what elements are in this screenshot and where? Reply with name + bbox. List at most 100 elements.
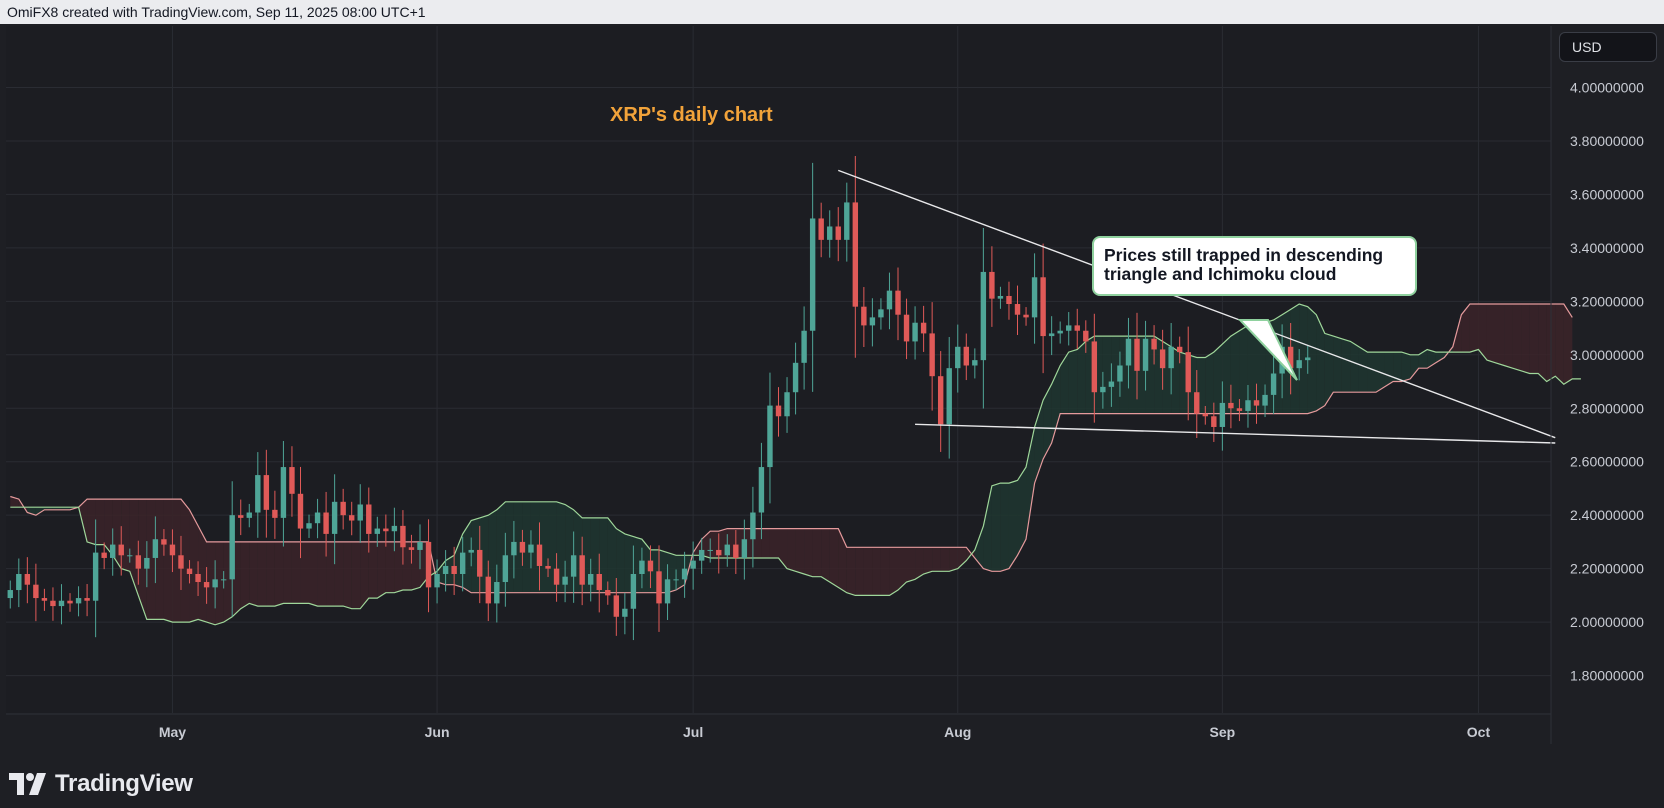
cloud-segment: [155, 499, 164, 620]
candle-body: [878, 309, 884, 318]
annotation-callout: Prices still trapped in descending trian…: [1092, 236, 1417, 296]
candle-body: [767, 405, 773, 468]
candle-body: [690, 560, 696, 569]
candle-body: [1168, 346, 1174, 369]
cloud-segment: [1512, 304, 1522, 371]
cloud-segment: [838, 528, 847, 593]
cloud-segment: [163, 499, 173, 623]
cloud-segment: [991, 483, 1001, 572]
candle-body: [1074, 325, 1080, 331]
cloud-segment: [198, 525, 207, 623]
cloud-segment: [889, 547, 899, 596]
cloud-segment: [1495, 304, 1505, 366]
cloud-segment: [1461, 304, 1470, 353]
candle-body: [1031, 277, 1038, 318]
candle-body: [459, 552, 466, 574]
candle-body: [1219, 402, 1226, 427]
candle-body: [989, 271, 995, 299]
cloud-segment: [249, 541, 258, 607]
cloud-segment: [932, 547, 941, 572]
cloud-segment: [863, 547, 873, 596]
candle-body: [408, 547, 415, 550]
callout-pointer: [1237, 319, 1298, 381]
candle-body: [750, 512, 756, 540]
candle-body: [1040, 277, 1046, 337]
candle-body: [203, 582, 210, 588]
cloud-segment: [1486, 304, 1496, 363]
candle-body: [195, 573, 201, 583]
cloud-segment: [129, 499, 139, 596]
candle-body: [1083, 330, 1089, 342]
x-tick-label: Sep: [1210, 724, 1236, 740]
cloud-segment: [1563, 304, 1573, 385]
candle-body: [724, 544, 730, 556]
y-tick-label: 3.60000000: [1570, 186, 1644, 202]
tradingview-logo-icon: [9, 773, 46, 795]
cloud-segment: [1230, 330, 1240, 414]
candle-body: [1202, 413, 1208, 417]
candle-body: [1236, 408, 1243, 411]
cloud-segment: [1367, 352, 1377, 393]
cloud-segment: [522, 501, 531, 593]
candle-body: [656, 571, 662, 604]
candle-body: [84, 598, 90, 601]
cloud-segment: [44, 507, 53, 510]
candle-body: [929, 333, 935, 377]
cloud-segment: [1393, 352, 1402, 382]
candle-body: [494, 582, 500, 604]
cloud-segment: [983, 485, 992, 572]
cloud-segment: [377, 541, 386, 599]
candle-body: [1151, 338, 1157, 350]
cloud-segment: [1350, 341, 1359, 393]
cloud-segment: [795, 528, 805, 574]
candle-body: [186, 568, 193, 574]
cloud-segment: [104, 499, 113, 556]
candle-body: [1117, 365, 1123, 382]
currency-selector-button[interactable]: USD: [1559, 32, 1657, 62]
trendline-upper[interactable]: [838, 169, 1556, 439]
price-axis[interactable]: 1.80000000 2.00000000 2.20000000 2.40000000…: [1570, 79, 1644, 683]
y-tick-label: 1.80000000: [1570, 668, 1644, 684]
cloud-segment: [368, 541, 378, 599]
senkou-span-a-line: [10, 303, 1581, 626]
candle-body: [477, 549, 483, 577]
x-tick-label: Jun: [425, 724, 450, 740]
cloud-segment: [1358, 346, 1368, 393]
candle-body: [579, 555, 585, 585]
tradingview-logo[interactable]: TradingView: [9, 766, 193, 802]
candle-body: [1142, 338, 1149, 371]
cloud-segment: [95, 499, 105, 545]
cloud-segment: [829, 528, 839, 588]
cloud-segment: [488, 509, 497, 593]
cloud-segment: [949, 547, 958, 572]
cloud-segment: [957, 547, 967, 569]
candle-body: [707, 549, 713, 551]
candle-body: [613, 595, 620, 617]
cloud-segment: [1324, 333, 1334, 406]
candle-body: [818, 218, 824, 240]
cloud-segment: [1341, 338, 1351, 393]
x-tick-label: Jul: [683, 724, 703, 740]
candle-body: [1066, 325, 1072, 331]
cloud-segment: [1555, 304, 1564, 385]
candle-body: [528, 544, 534, 553]
candle-body: [229, 515, 235, 580]
candle-body: [716, 549, 722, 556]
candle-body: [1185, 352, 1191, 393]
candle-body: [127, 555, 133, 557]
cloud-segment: [1401, 352, 1411, 382]
trendline-lower[interactable]: [915, 423, 1556, 444]
cloud-segment: [821, 528, 830, 583]
candle-body: [1228, 402, 1234, 409]
candle-body: [272, 509, 278, 518]
cloud-segment: [787, 528, 796, 572]
time-axis[interactable]: May Jun Jul Aug Sep Oct: [159, 724, 1491, 740]
cloud-segment: [1247, 322, 1257, 414]
candle-body: [314, 512, 321, 524]
candle-body: [323, 512, 329, 534]
price-chart[interactable]: 1.80000000 2.00000000 2.20000000 2.40000000…: [0, 24, 1664, 756]
candle-body: [955, 346, 961, 369]
cloud-segment: [385, 541, 395, 593]
candle-body: [502, 555, 509, 583]
candle-body: [101, 552, 107, 558]
